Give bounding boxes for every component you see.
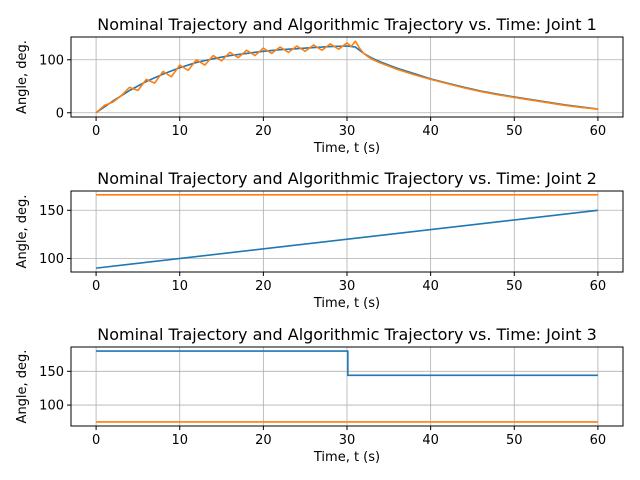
x-tick-label: 50	[506, 124, 523, 139]
x-tick-label: 60	[590, 124, 607, 139]
y-tick-label: 0	[56, 106, 64, 121]
nominal-trajectory-line	[96, 350, 598, 377]
subplot-title: Nominal Trajectory and Algorithmic Traje…	[97, 15, 597, 34]
y-tick-label: 100	[39, 53, 64, 68]
y-axis-label: Angle, deg.	[15, 350, 30, 424]
x-tick-label: 30	[339, 279, 356, 294]
x-tick-label: 40	[422, 433, 439, 448]
subplot-title: Nominal Trajectory and Algorithmic Traje…	[97, 169, 597, 188]
x-tick-label: 10	[171, 279, 188, 294]
x-tick-label: 0	[92, 279, 100, 294]
x-tick-label: 20	[255, 433, 272, 448]
y-tick-label: 100	[39, 399, 64, 414]
x-tick-label: 10	[171, 124, 188, 139]
x-tick-label: 30	[339, 433, 356, 448]
x-tick-label: 50	[506, 279, 523, 294]
x-tick-label: 0	[92, 124, 100, 139]
y-tick-label: 100	[39, 252, 64, 267]
y-axis-label: Angle, deg.	[15, 195, 30, 269]
subplot-title: Nominal Trajectory and Algorithmic Traje…	[97, 325, 597, 344]
x-axis-label: Time, t (s)	[313, 296, 380, 311]
subplot-joint-1: 0 10 20 30 40 50 60 0 100 Nominal Trajectory and …	[15, 15, 624, 156]
x-tick-label: 60	[590, 433, 607, 448]
x-tick-label: 50	[506, 433, 523, 448]
y-tick-label: 150	[39, 365, 64, 380]
x-tick-label: 40	[422, 124, 439, 139]
x-tick-label: 30	[339, 124, 356, 139]
x-tick-label: 0	[92, 433, 100, 448]
x-tick-label: 20	[255, 279, 272, 294]
x-tick-label: 60	[590, 279, 607, 294]
y-tick-label: 150	[39, 204, 64, 219]
subplot-joint-2: 0 10 20 30 40 50 60 100 150 Nominal Trajectory an…	[15, 169, 624, 311]
subplot-joint-3: 0 10 20 30 40 50 60 100 150 Nominal Trajectory an…	[15, 325, 624, 465]
x-tick-label: 10	[171, 433, 188, 448]
nominal-trajectory-line	[95, 209, 599, 269]
algorithmic-trajectory-line	[95, 40, 598, 114]
x-axis-label: Time, t (s)	[313, 141, 380, 156]
x-tick-label: 20	[255, 124, 272, 139]
y-axis-label: Angle, deg.	[15, 40, 30, 114]
x-axis-label: Time, t (s)	[313, 450, 380, 465]
x-tick-label: 40	[422, 279, 439, 294]
